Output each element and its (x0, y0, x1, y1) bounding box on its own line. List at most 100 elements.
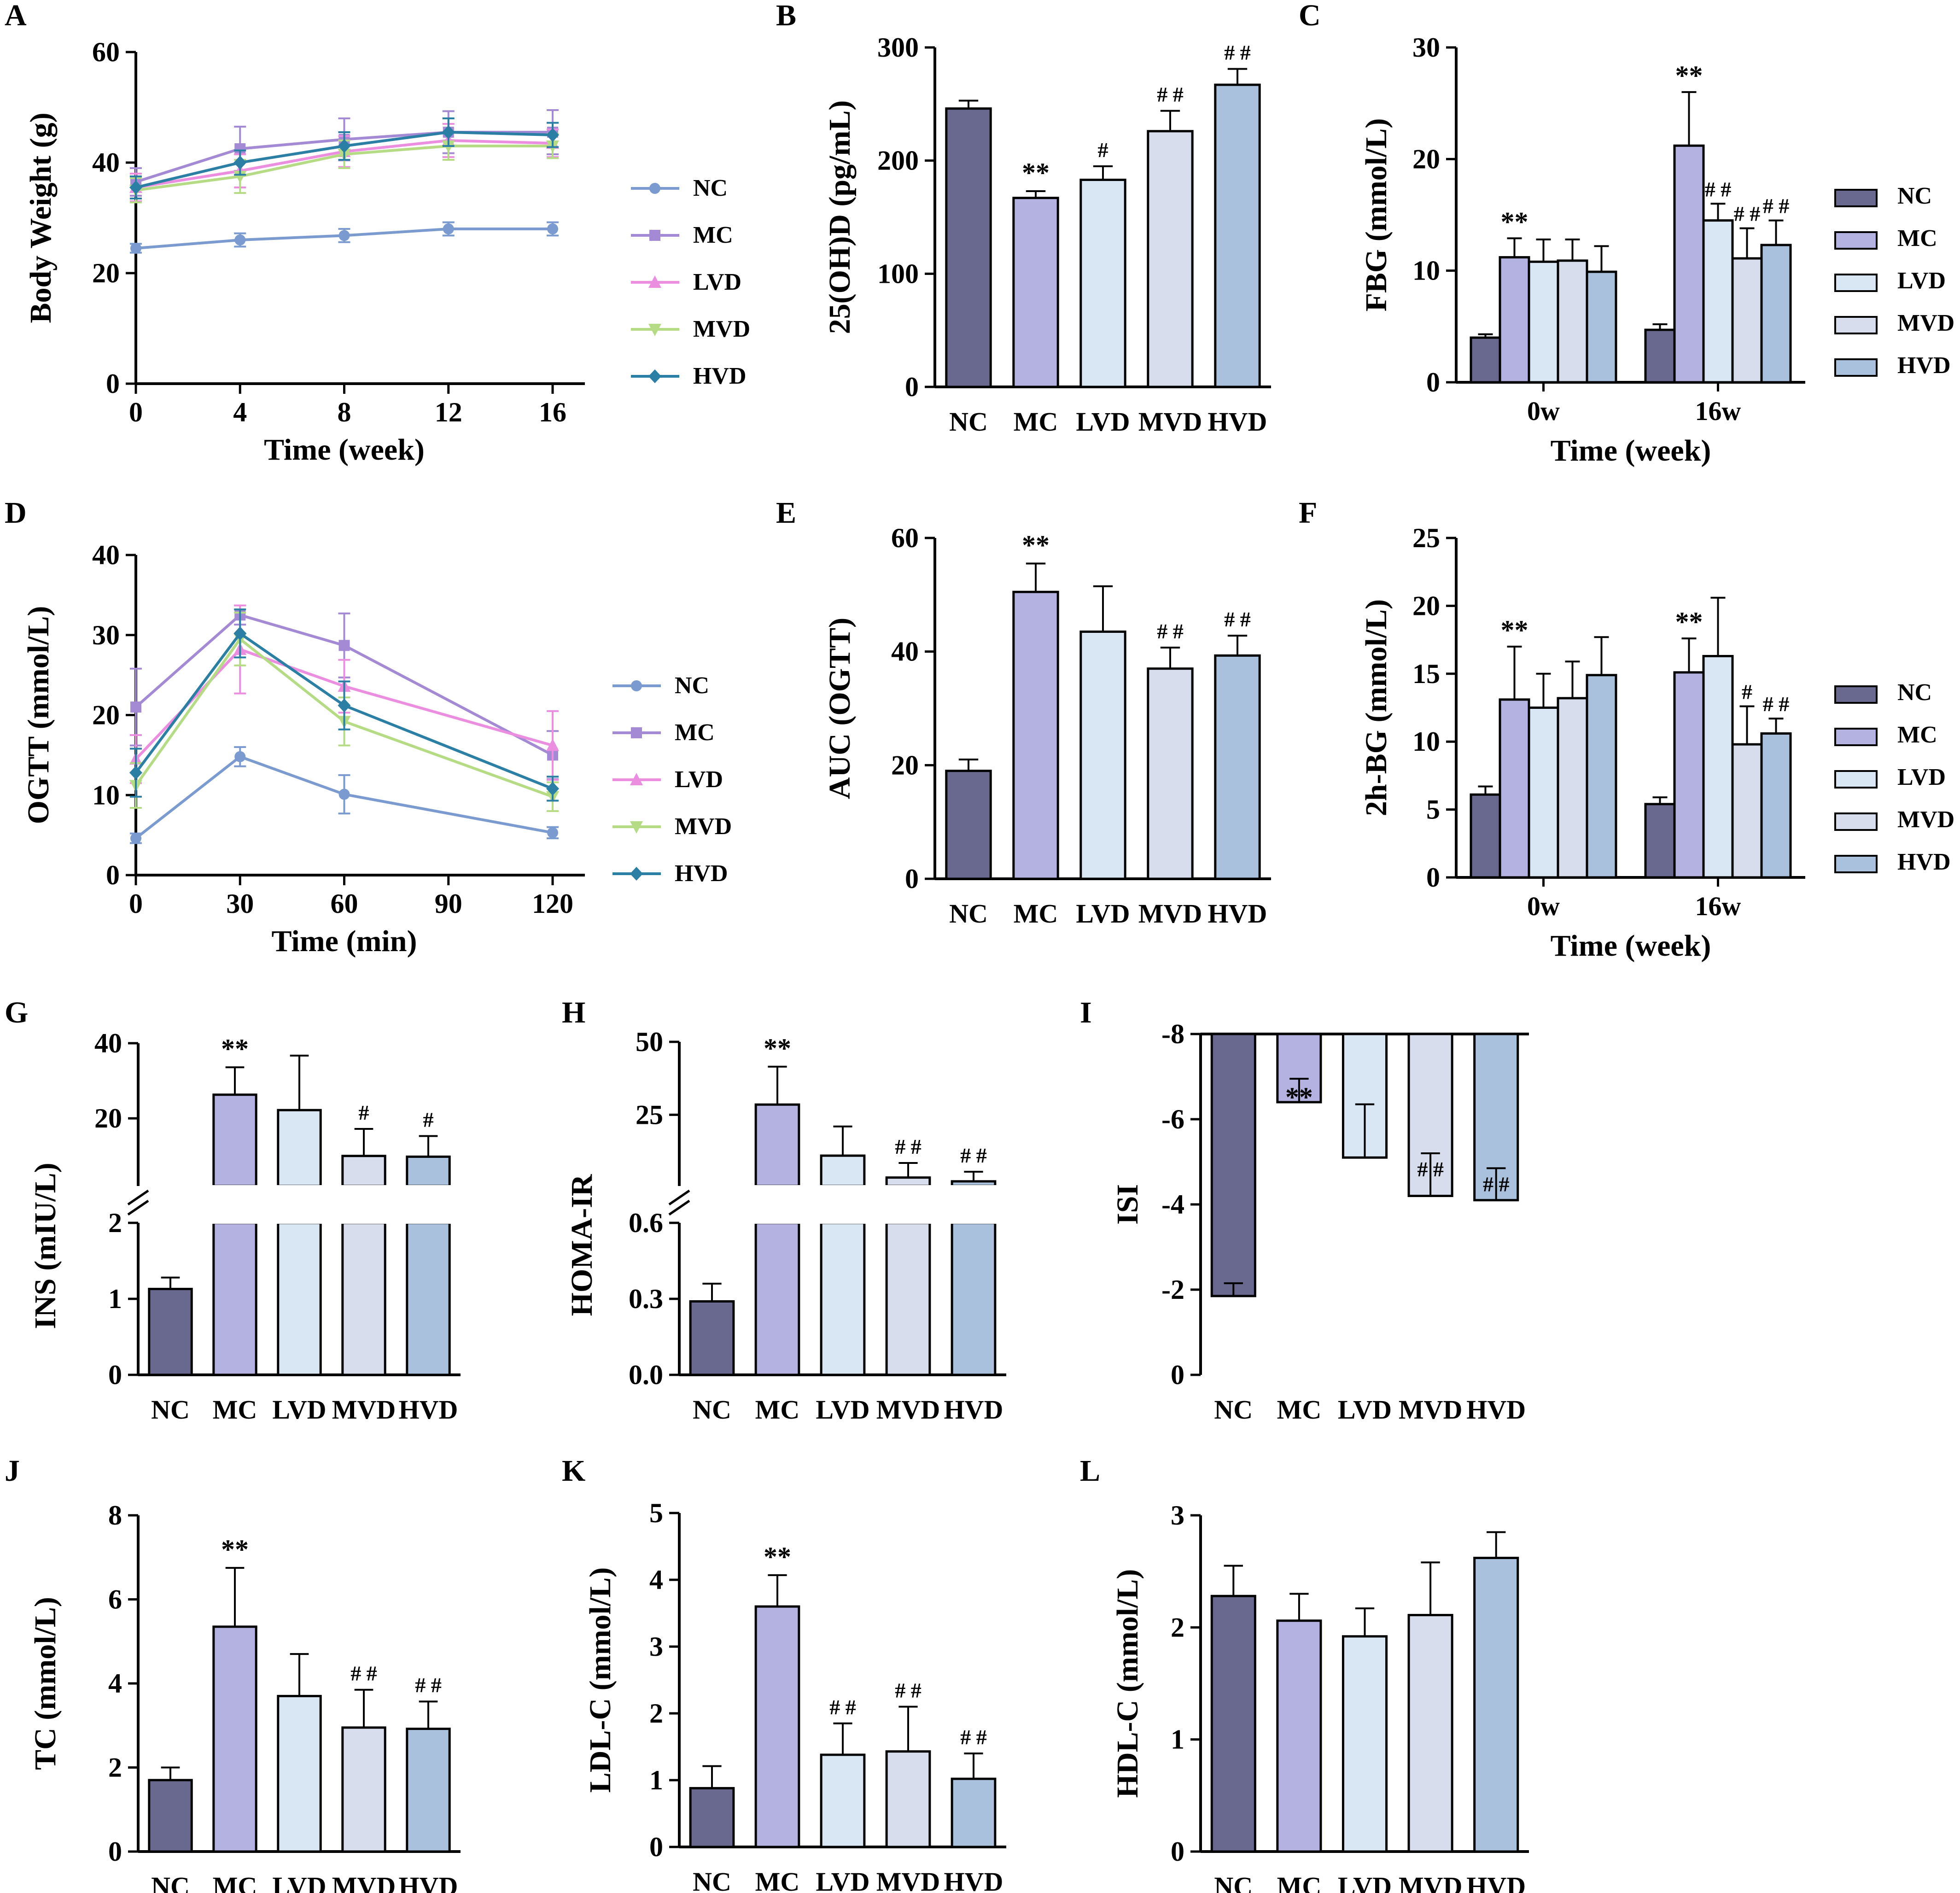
panel-G: G 0 1 2 20 40 NC ** MC LVD # MVD # HVD INS (mIU/L) (5, 996, 461, 1425)
x-tick-label: LVD (1076, 407, 1130, 437)
legend-label: LVD (1897, 268, 1946, 294)
y-tick-label: 2 (108, 1208, 122, 1238)
marker-diamond (546, 128, 559, 142)
panel-letter: D (5, 496, 27, 530)
series-NC (130, 746, 559, 844)
y-tick-label: -6 (1161, 1104, 1184, 1134)
marker-diamond (648, 369, 661, 383)
y-axis-title: AUC (OGTT) (823, 618, 857, 799)
x-tick-label: MVD (1399, 1395, 1463, 1425)
x-axis-title: Time (week) (264, 433, 425, 467)
legend-label: MVD (693, 316, 750, 342)
legend-entry: HVD (612, 860, 728, 887)
x-tick-label: MC (1014, 407, 1058, 437)
x-tick-label: HVD (944, 1867, 1003, 1893)
bar-NC (1210, 1033, 1256, 1297)
x-tick-label: MC (1277, 1395, 1322, 1425)
legend-swatch (1834, 770, 1878, 789)
marker-circle (547, 223, 558, 234)
y-tick-label: 0 (108, 1360, 122, 1390)
y-tick-label: 30 (92, 620, 120, 650)
bar-break-gap (405, 1185, 452, 1224)
marker-circle (338, 789, 350, 800)
legend-entry: MVD (612, 813, 732, 840)
legend-label: NC (1897, 679, 1932, 706)
y-tick-label: -8 (1161, 1019, 1184, 1049)
bar-LVD (1079, 631, 1126, 880)
y-tick-label: 0.6 (629, 1208, 663, 1238)
y-axis-title: OGTT (mmol/L) (22, 606, 55, 824)
bar-MVD-0w (1557, 259, 1588, 384)
bar-MC (212, 1625, 257, 1853)
legend-entry: HVD (631, 363, 747, 389)
significance-star: ** (1675, 607, 1703, 637)
bar-break-gap (950, 1185, 997, 1224)
bar-NC (945, 107, 992, 388)
panel-F: F 0 5 10 15 20 25 ** 0w ** # # # 16w Time (week) 2h-BG… (1299, 496, 1954, 963)
significance-hash: # (359, 1101, 369, 1124)
legend-entry: MC (631, 222, 733, 248)
marker-square (649, 230, 660, 241)
significance-hash: # (1742, 680, 1752, 704)
bar-MC (1012, 590, 1059, 880)
y-tick-label: 2 (649, 1698, 663, 1729)
panel-L: L 0 1 2 3 NC MC LVD MVD HVD HDL-C (mmol/L) (1080, 1454, 1529, 1893)
y-tick-label: 30 (1412, 32, 1440, 63)
x-tick-label: 90 (435, 888, 462, 919)
marker-circle (130, 833, 141, 844)
significance-star: ** (221, 1034, 249, 1064)
y-tick-label: 25 (1412, 523, 1440, 553)
bar-MVD (1407, 1033, 1453, 1197)
legend-label: LVD (1897, 764, 1946, 790)
panel-letter: I (1080, 996, 1092, 1029)
x-tick-label: MC (213, 1871, 257, 1893)
x-tick-label: 12 (435, 397, 462, 427)
legend-label: NC (1897, 183, 1932, 209)
x-tick-label: LVD (1338, 1395, 1392, 1425)
significance-hash: # # (960, 1144, 987, 1167)
significance-hash: # # (1763, 692, 1790, 716)
x-tick-label: LVD (1338, 1871, 1392, 1893)
significance-star: ** (1501, 206, 1528, 237)
legend-entry: LVD (612, 766, 723, 793)
legend-swatch (1834, 812, 1878, 831)
marker-diamond (442, 125, 455, 139)
marker-triangle-up (648, 275, 661, 288)
bar-break-gap (340, 1185, 387, 1224)
y-tick-label: 3 (1171, 1500, 1184, 1531)
bar-NC-16w (1644, 328, 1676, 384)
x-tick-label: 120 (532, 888, 573, 919)
bar-LVD-0w (1528, 707, 1559, 879)
marker-triangle-down (630, 821, 643, 834)
panel-letter: J (5, 1454, 20, 1488)
y-tick-label: 4 (649, 1565, 663, 1595)
marker-circle (547, 827, 558, 838)
significance-hash: # # (415, 1673, 442, 1697)
legend-swatch (1834, 189, 1878, 207)
bar-LVD (277, 1694, 322, 1853)
significance-star: ** (1285, 1082, 1313, 1112)
x-tick-label: 60 (331, 888, 358, 919)
x-tick-label: LVD (272, 1871, 326, 1893)
bar-HVD (1473, 1556, 1519, 1853)
legend-label: NC (693, 175, 728, 201)
y-tick-label: 20 (94, 1103, 122, 1133)
bar-lower-MVD (885, 1221, 931, 1376)
x-tick-label: HVD (399, 1871, 458, 1893)
legend-label: MVD (1897, 310, 1954, 336)
legend-label: MC (1897, 722, 1937, 748)
y-tick-label: 40 (94, 1028, 122, 1058)
bar-HVD (951, 1777, 997, 1848)
y-axis-title: 25(OH)D (pg/mL) (823, 100, 857, 334)
marker-triangle-up (630, 773, 643, 785)
legend-entry: MC (612, 719, 715, 746)
significance-hash: # # (1417, 1157, 1444, 1181)
legend-swatch (1834, 855, 1878, 873)
x-tick-label: LVD (816, 1867, 869, 1893)
y-tick-label: 200 (877, 146, 919, 176)
bar-break-gap (885, 1185, 932, 1224)
bar-upper-MC (212, 1093, 257, 1187)
legend-label: HVD (693, 363, 747, 389)
